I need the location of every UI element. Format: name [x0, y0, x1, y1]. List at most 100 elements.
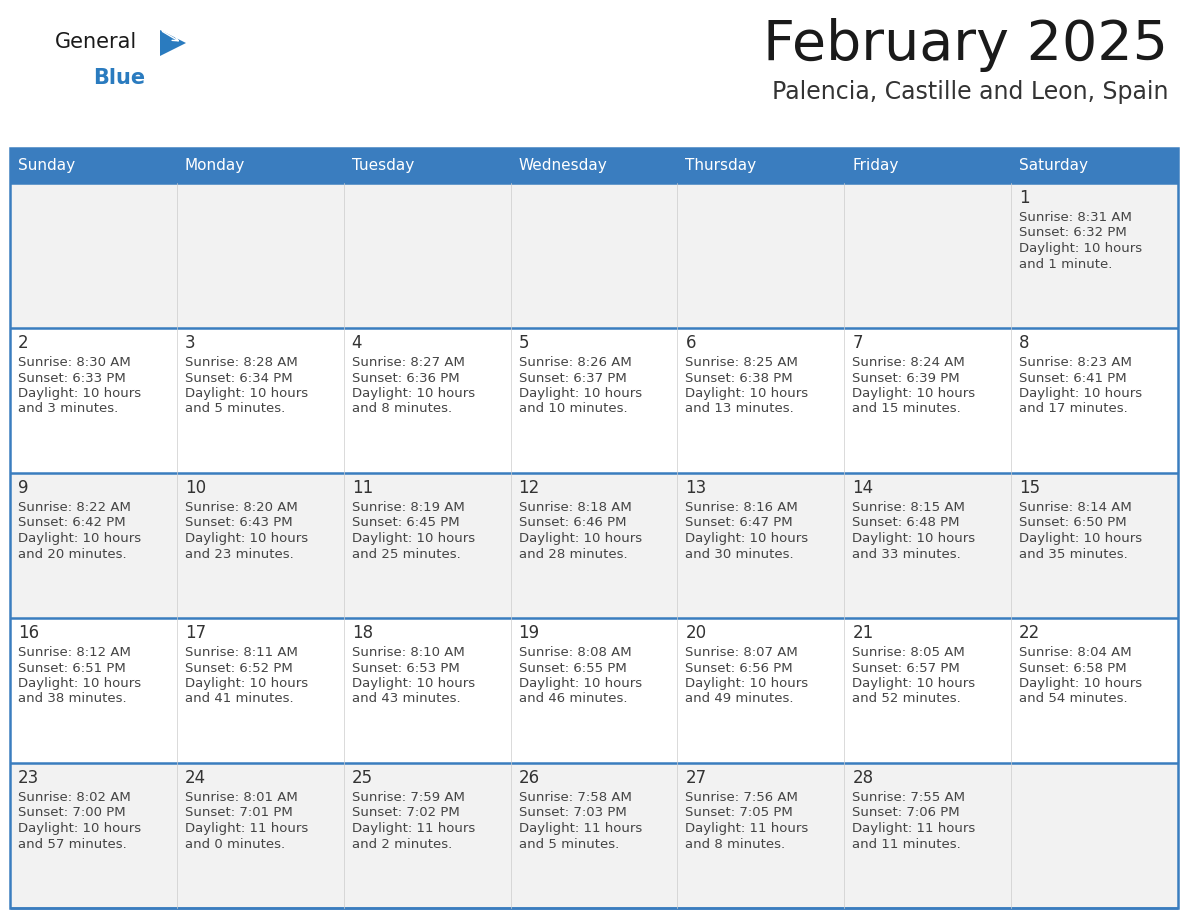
Text: Sunrise: 8:18 AM: Sunrise: 8:18 AM	[519, 501, 631, 514]
Text: 20: 20	[685, 624, 707, 642]
Text: Daylight: 10 hours: Daylight: 10 hours	[1019, 387, 1143, 400]
Text: Sunrise: 8:07 AM: Sunrise: 8:07 AM	[685, 646, 798, 659]
Text: Daylight: 10 hours: Daylight: 10 hours	[519, 387, 642, 400]
Text: Sunrise: 8:04 AM: Sunrise: 8:04 AM	[1019, 646, 1132, 659]
Text: and 10 minutes.: and 10 minutes.	[519, 402, 627, 416]
Text: 25: 25	[352, 769, 373, 787]
Text: Sunset: 6:53 PM: Sunset: 6:53 PM	[352, 662, 460, 675]
Text: Sunrise: 8:27 AM: Sunrise: 8:27 AM	[352, 356, 465, 369]
Text: Sunset: 6:32 PM: Sunset: 6:32 PM	[1019, 227, 1127, 240]
Text: Sunrise: 8:23 AM: Sunrise: 8:23 AM	[1019, 356, 1132, 369]
Text: Sunset: 6:45 PM: Sunset: 6:45 PM	[352, 517, 460, 530]
Text: 14: 14	[852, 479, 873, 497]
Text: and 35 minutes.: and 35 minutes.	[1019, 547, 1127, 561]
Text: Daylight: 10 hours: Daylight: 10 hours	[1019, 242, 1143, 255]
Text: 7: 7	[852, 334, 862, 352]
Text: Sunrise: 8:20 AM: Sunrise: 8:20 AM	[185, 501, 298, 514]
Text: 24: 24	[185, 769, 206, 787]
Text: February 2025: February 2025	[763, 18, 1168, 72]
Text: Sunrise: 8:11 AM: Sunrise: 8:11 AM	[185, 646, 298, 659]
Text: Daylight: 10 hours: Daylight: 10 hours	[352, 532, 475, 545]
Text: Sunrise: 8:16 AM: Sunrise: 8:16 AM	[685, 501, 798, 514]
Text: Daylight: 10 hours: Daylight: 10 hours	[352, 677, 475, 690]
Text: Monday: Monday	[185, 158, 245, 173]
Bar	[10, 183, 1178, 328]
Bar	[10, 763, 1178, 908]
Text: 28: 28	[852, 769, 873, 787]
Text: Sunset: 6:37 PM: Sunset: 6:37 PM	[519, 372, 626, 385]
Bar	[511, 148, 677, 183]
Text: 19: 19	[519, 624, 539, 642]
Text: Sunset: 6:55 PM: Sunset: 6:55 PM	[519, 662, 626, 675]
Bar	[677, 148, 845, 183]
Text: Daylight: 10 hours: Daylight: 10 hours	[852, 532, 975, 545]
Text: Sunrise: 8:05 AM: Sunrise: 8:05 AM	[852, 646, 965, 659]
Text: and 2 minutes.: and 2 minutes.	[352, 837, 451, 850]
Text: Sunrise: 8:19 AM: Sunrise: 8:19 AM	[352, 501, 465, 514]
Text: Saturday: Saturday	[1019, 158, 1088, 173]
Text: Friday: Friday	[852, 158, 898, 173]
Bar	[845, 148, 1011, 183]
Text: Tuesday: Tuesday	[352, 158, 413, 173]
Text: Sunrise: 8:25 AM: Sunrise: 8:25 AM	[685, 356, 798, 369]
Text: Daylight: 10 hours: Daylight: 10 hours	[18, 677, 141, 690]
Text: Sunrise: 8:01 AM: Sunrise: 8:01 AM	[185, 791, 298, 804]
Text: and 8 minutes.: and 8 minutes.	[352, 402, 451, 416]
Text: 17: 17	[185, 624, 206, 642]
Text: and 30 minutes.: and 30 minutes.	[685, 547, 794, 561]
Text: 8: 8	[1019, 334, 1030, 352]
Text: Sunrise: 8:30 AM: Sunrise: 8:30 AM	[18, 356, 131, 369]
Text: Sunset: 7:03 PM: Sunset: 7:03 PM	[519, 807, 626, 820]
Text: 21: 21	[852, 624, 873, 642]
Text: Daylight: 10 hours: Daylight: 10 hours	[1019, 677, 1143, 690]
Text: Daylight: 10 hours: Daylight: 10 hours	[1019, 532, 1143, 545]
Text: and 57 minutes.: and 57 minutes.	[18, 837, 127, 850]
Text: Daylight: 10 hours: Daylight: 10 hours	[352, 387, 475, 400]
Text: Blue: Blue	[93, 68, 145, 88]
Polygon shape	[160, 30, 187, 56]
Text: Sunset: 7:06 PM: Sunset: 7:06 PM	[852, 807, 960, 820]
Text: Sunset: 6:50 PM: Sunset: 6:50 PM	[1019, 517, 1126, 530]
Bar	[10, 148, 177, 183]
Text: and 46 minutes.: and 46 minutes.	[519, 692, 627, 706]
Text: Sunset: 6:48 PM: Sunset: 6:48 PM	[852, 517, 960, 530]
Text: Sunset: 6:39 PM: Sunset: 6:39 PM	[852, 372, 960, 385]
Text: and 5 minutes.: and 5 minutes.	[519, 837, 619, 850]
Text: Sunset: 7:00 PM: Sunset: 7:00 PM	[18, 807, 126, 820]
Text: 27: 27	[685, 769, 707, 787]
Text: and 25 minutes.: and 25 minutes.	[352, 547, 461, 561]
Text: Sunset: 6:34 PM: Sunset: 6:34 PM	[185, 372, 292, 385]
Text: and 0 minutes.: and 0 minutes.	[185, 837, 285, 850]
Text: Daylight: 10 hours: Daylight: 10 hours	[685, 677, 809, 690]
Text: Sunset: 6:33 PM: Sunset: 6:33 PM	[18, 372, 126, 385]
Text: Daylight: 11 hours: Daylight: 11 hours	[352, 822, 475, 835]
Text: Sunset: 6:56 PM: Sunset: 6:56 PM	[685, 662, 794, 675]
Text: Sunset: 6:52 PM: Sunset: 6:52 PM	[185, 662, 292, 675]
Text: and 17 minutes.: and 17 minutes.	[1019, 402, 1127, 416]
Text: Daylight: 10 hours: Daylight: 10 hours	[185, 387, 308, 400]
Text: 1: 1	[1019, 189, 1030, 207]
Text: and 13 minutes.: and 13 minutes.	[685, 402, 795, 416]
Text: 12: 12	[519, 479, 539, 497]
Text: Sunrise: 7:59 AM: Sunrise: 7:59 AM	[352, 791, 465, 804]
Text: Sunset: 6:43 PM: Sunset: 6:43 PM	[185, 517, 292, 530]
Text: 11: 11	[352, 479, 373, 497]
Bar	[10, 328, 1178, 473]
Text: Daylight: 10 hours: Daylight: 10 hours	[852, 387, 975, 400]
Text: and 38 minutes.: and 38 minutes.	[18, 692, 127, 706]
Text: Sunset: 7:02 PM: Sunset: 7:02 PM	[352, 807, 460, 820]
Text: and 33 minutes.: and 33 minutes.	[852, 547, 961, 561]
Text: 13: 13	[685, 479, 707, 497]
Text: Sunset: 6:42 PM: Sunset: 6:42 PM	[18, 517, 126, 530]
Text: and 54 minutes.: and 54 minutes.	[1019, 692, 1127, 706]
Text: 2: 2	[18, 334, 29, 352]
Text: Daylight: 10 hours: Daylight: 10 hours	[185, 532, 308, 545]
Text: Sunset: 6:57 PM: Sunset: 6:57 PM	[852, 662, 960, 675]
Text: 4: 4	[352, 334, 362, 352]
Text: 15: 15	[1019, 479, 1041, 497]
Text: Sunrise: 8:12 AM: Sunrise: 8:12 AM	[18, 646, 131, 659]
Text: 26: 26	[519, 769, 539, 787]
Text: Sunset: 6:46 PM: Sunset: 6:46 PM	[519, 517, 626, 530]
Text: Daylight: 11 hours: Daylight: 11 hours	[852, 822, 975, 835]
Text: 3: 3	[185, 334, 196, 352]
